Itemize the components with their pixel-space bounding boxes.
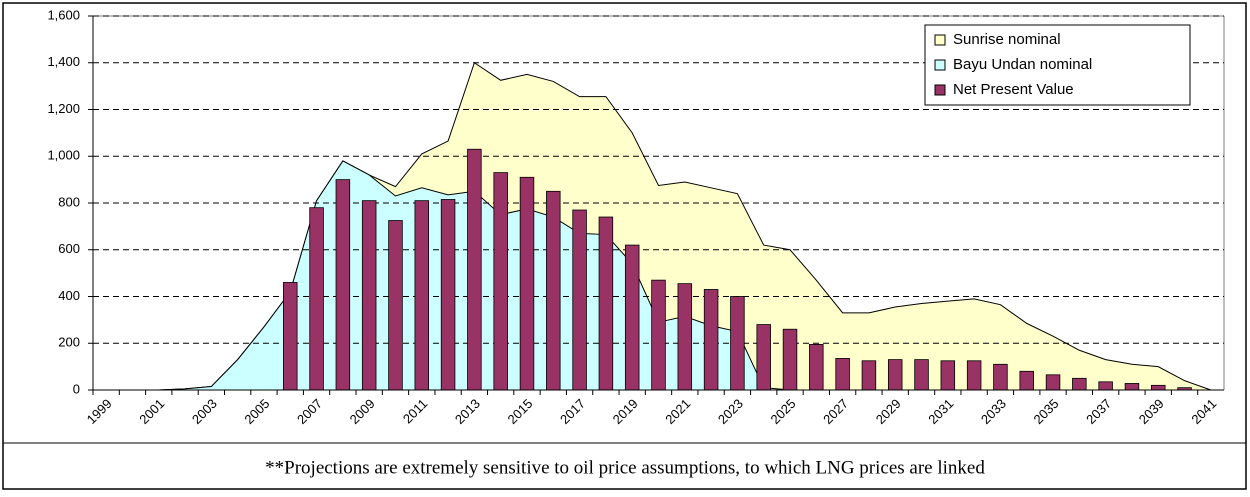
legend-label: Bayu Undan nominal (953, 56, 1092, 73)
bar (940, 360, 956, 391)
legend-box (924, 24, 1191, 106)
bar (624, 244, 640, 391)
bar (730, 296, 745, 391)
bar (1072, 377, 1087, 391)
bar (440, 199, 456, 391)
x-tick-label: 2011 (400, 396, 430, 426)
x-tick-label: 2021 (662, 396, 693, 427)
x-tick-label: 2029 (873, 396, 904, 427)
x-tick-label: 2033 (978, 396, 1009, 427)
legend-label: Net Present Value (953, 81, 1074, 98)
bar (782, 328, 798, 391)
bar (1151, 384, 1166, 391)
x-tick-label: 2025 (768, 396, 799, 427)
bar (861, 360, 877, 391)
y-tick-label: 400 (58, 288, 80, 303)
y-tick-label: 200 (58, 335, 80, 350)
frame (2, 2, 1247, 490)
bar (1019, 370, 1034, 391)
y-tick-label: 1,400 (47, 54, 80, 69)
bar (572, 209, 587, 391)
bar (335, 179, 351, 391)
x-tick-label: 2019 (610, 396, 641, 427)
bar (835, 358, 850, 391)
bar (756, 324, 771, 391)
x-tick-label: 2037 (1083, 396, 1114, 427)
bar (703, 289, 719, 391)
x-tick-label: 1999 (84, 396, 115, 427)
bar (493, 172, 508, 391)
x-tick-label: 2035 (1031, 396, 1062, 427)
legend-swatch (934, 84, 946, 96)
x-tick-label: 2039 (1136, 396, 1167, 427)
bar (388, 220, 403, 391)
x-tick-label: 2001 (136, 396, 167, 427)
bar (414, 200, 430, 391)
y-tick-label: 800 (58, 194, 80, 209)
legend-label: Sunrise nominal (953, 31, 1061, 48)
x-tick-label: 2031 (925, 396, 956, 427)
bar (283, 282, 298, 391)
y-tick-label: 1,000 (47, 148, 80, 163)
bar (519, 176, 535, 391)
legend-swatch (934, 34, 946, 46)
x-tick-label: 2027 (820, 396, 851, 427)
bar (546, 190, 561, 391)
bar (966, 360, 982, 391)
bar (993, 363, 1008, 391)
bar (598, 216, 614, 391)
y-tick-label: 1,200 (47, 101, 80, 116)
x-tick-label: 2041 (1188, 396, 1219, 427)
bar (1045, 374, 1061, 391)
bar (467, 148, 482, 391)
y-tick-label: 600 (58, 241, 80, 256)
bar (809, 344, 824, 391)
x-tick-label: 2013 (452, 396, 483, 427)
legend-swatch (934, 59, 946, 71)
bar (887, 359, 903, 391)
bar (914, 359, 929, 391)
x-tick-label: 2015 (504, 396, 535, 427)
bar (1124, 383, 1140, 391)
x-tick-label: 2009 (347, 396, 378, 427)
x-tick-label: 2003 (189, 396, 220, 427)
x-tick-label: 2007 (294, 396, 325, 427)
bar (651, 279, 666, 391)
bar (361, 200, 377, 391)
bar (309, 207, 324, 391)
x-tick-label: 2023 (715, 396, 746, 427)
bar (1098, 381, 1113, 391)
y-tick-label: 0 (73, 381, 80, 396)
x-tick-label: 2017 (557, 396, 588, 427)
footnote: **Projections are extremely sensitive to… (265, 457, 985, 478)
x-tick-label: 2005 (241, 396, 272, 427)
bar (677, 283, 693, 391)
y-tick-label: 1,600 (47, 7, 80, 22)
